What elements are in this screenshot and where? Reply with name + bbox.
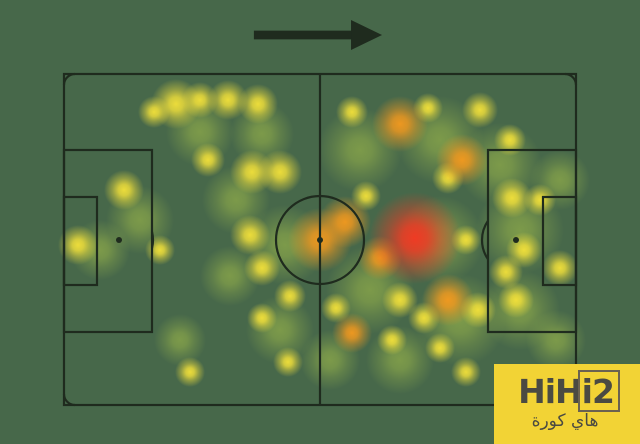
heat-blob — [70, 220, 130, 280]
heat-blob — [230, 215, 270, 255]
heat-blob — [542, 250, 578, 286]
heat-blob — [58, 225, 98, 265]
heat-blob — [145, 235, 175, 265]
heat-blob — [413, 93, 443, 123]
heat-blob — [436, 134, 488, 186]
heat-blob — [382, 282, 418, 318]
heat-blob — [230, 150, 274, 194]
heat-blob — [506, 232, 542, 268]
heat-blob — [476, 186, 564, 274]
heat-blob — [366, 326, 434, 394]
heat-blob — [245, 205, 325, 285]
heat-blob — [191, 143, 225, 177]
heat-blob — [288, 208, 352, 272]
heat-blob — [273, 347, 303, 377]
heat-blob — [526, 310, 586, 370]
heat-blob — [106, 186, 174, 254]
heat-blob — [208, 80, 248, 120]
heat-blob — [104, 170, 144, 210]
heat-blob — [336, 96, 368, 128]
heat-blob — [351, 181, 381, 211]
heat-blob — [377, 325, 407, 355]
heat-blob — [358, 236, 402, 280]
heat-blob — [480, 270, 560, 350]
heat-blob — [166, 98, 234, 166]
heat-blob — [258, 150, 302, 194]
heat-blob — [432, 162, 464, 194]
heat-blob — [451, 357, 481, 387]
heat-blob — [425, 333, 455, 363]
heat-blob — [460, 292, 496, 328]
arrow-head-icon — [351, 19, 383, 51]
heat-blob — [138, 96, 170, 128]
heat-blob — [175, 357, 205, 387]
heat-blob — [182, 82, 218, 118]
heat-blob — [247, 303, 277, 333]
heat-blob — [200, 246, 260, 306]
heat-blob — [202, 166, 270, 234]
heat-blob — [319, 196, 371, 248]
heat-blob — [244, 250, 280, 286]
heat-blob — [154, 314, 206, 366]
arrow-shaft — [253, 30, 355, 40]
heat-blob — [530, 150, 590, 210]
heat-blob — [246, 296, 314, 364]
heat-blob — [230, 102, 294, 166]
heat-blob — [451, 225, 481, 255]
watermark-brand-text: HiHi2 — [518, 370, 620, 412]
heat-blob — [396, 96, 484, 184]
heat-blob — [492, 178, 532, 218]
heat-blob — [489, 255, 523, 289]
heat-blob — [151, 79, 201, 129]
heat-blob — [494, 124, 526, 156]
heat-blob — [372, 96, 428, 152]
heat-blob — [318, 108, 402, 192]
heat-blob — [369, 192, 461, 284]
heat-blob — [408, 302, 440, 334]
watermark-subtitle-text: هاي كورة — [531, 411, 599, 431]
heat-blob — [458, 123, 542, 207]
heat-blob — [396, 196, 484, 284]
heat-blob — [321, 293, 351, 323]
heat-blob — [326, 246, 414, 334]
heat-blob — [524, 184, 556, 216]
watermark-square-icon — [577, 370, 620, 412]
heat-blob — [332, 313, 372, 353]
heat-blob — [462, 92, 498, 128]
heat-blob — [498, 282, 534, 318]
attacking-direction-arrow — [253, 19, 383, 51]
heat-blob — [300, 330, 360, 390]
heat-blob — [238, 84, 278, 124]
heat-blob — [422, 274, 474, 326]
heat-blob — [414, 274, 506, 366]
heat-blob — [274, 280, 306, 312]
watermark-logo: HiHi2 هاي كورة — [494, 364, 640, 444]
